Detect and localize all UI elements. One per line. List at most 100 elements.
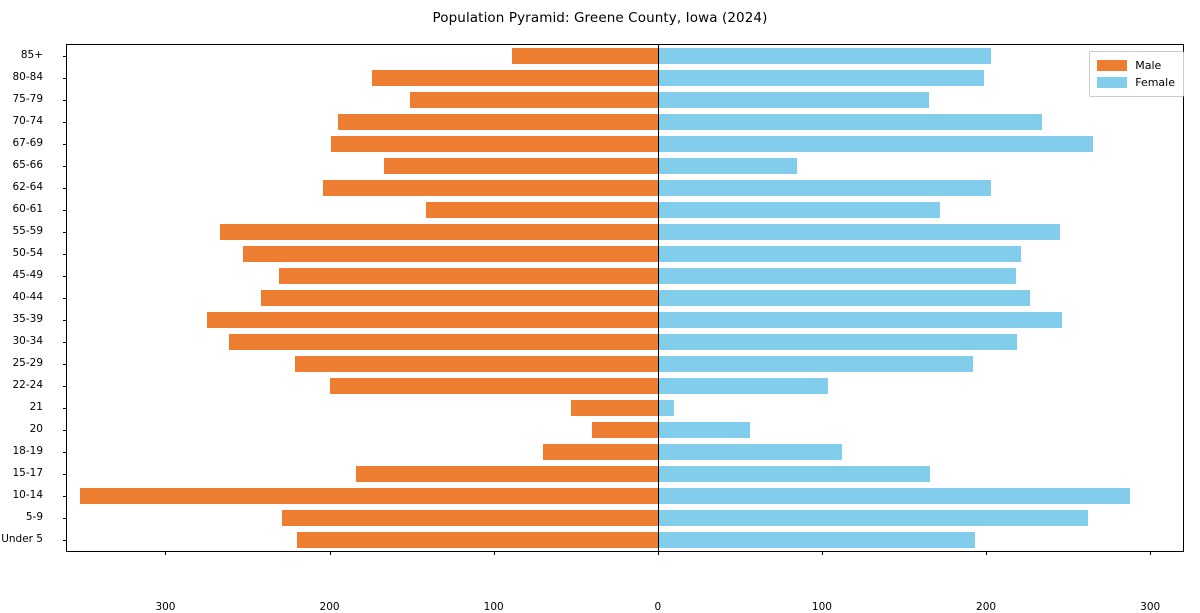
bar-female xyxy=(657,334,1018,350)
bar-row xyxy=(67,70,1183,86)
y-axis-tick-mark xyxy=(63,122,67,123)
bar-female xyxy=(657,158,798,174)
bar-female xyxy=(657,510,1088,526)
y-axis-tick-mark xyxy=(63,298,67,299)
bar-male xyxy=(206,312,658,328)
y-axis-tick-label: 5-9 xyxy=(25,511,43,523)
bar-male xyxy=(278,268,658,284)
x-axis-tick-label: 200 xyxy=(976,601,997,613)
bar-female xyxy=(657,444,842,460)
bar-row xyxy=(67,92,1183,108)
x-axis-tick-mark xyxy=(493,551,495,555)
bar-row xyxy=(67,268,1183,284)
bar-male xyxy=(383,158,658,174)
bar-male xyxy=(281,510,658,526)
bar-female xyxy=(657,48,991,64)
y-axis-tick-label: 10-14 xyxy=(12,489,43,501)
y-axis-tick-label: 40-44 xyxy=(12,291,43,303)
y-axis-tick-mark xyxy=(63,452,67,453)
x-axis-tick-label: 200 xyxy=(319,601,340,613)
y-axis-tick-mark xyxy=(63,342,67,343)
y-axis-tick-mark xyxy=(63,320,67,321)
bar-row xyxy=(67,136,1183,152)
bar-row xyxy=(67,488,1183,504)
bar-row xyxy=(67,246,1183,262)
bar-row xyxy=(67,378,1183,394)
x-axis-tick-mark xyxy=(1150,551,1152,555)
bar-female xyxy=(657,180,991,196)
y-axis-tick-mark xyxy=(63,188,67,189)
y-axis-tick-label: 80-84 xyxy=(12,71,43,83)
bar-row xyxy=(67,312,1183,328)
y-axis-tick-label: 75-79 xyxy=(12,93,43,105)
population-pyramid-figure: Population Pyramid: Greene County, Iowa … xyxy=(1,10,1184,613)
bar-male xyxy=(372,70,658,86)
y-axis-tick-mark xyxy=(63,56,67,57)
bar-male xyxy=(337,114,658,130)
y-axis-tick-mark xyxy=(63,364,67,365)
bar-male xyxy=(410,92,658,108)
bar-row xyxy=(67,466,1183,482)
bar-male xyxy=(296,532,658,548)
y-axis-tick-label: 55-59 xyxy=(12,225,43,237)
y-axis-tick-mark xyxy=(63,386,67,387)
y-axis-tick-label: 60-61 xyxy=(12,203,43,215)
legend-entry-female: Female xyxy=(1097,74,1175,91)
y-axis-tick-mark xyxy=(63,496,67,497)
bar-male xyxy=(511,48,658,64)
legend-swatch-male-icon xyxy=(1097,60,1128,71)
bar-row xyxy=(67,510,1183,526)
y-axis-tick-mark xyxy=(63,540,67,541)
x-axis-tick-mark xyxy=(821,551,823,555)
y-axis-tick-mark xyxy=(63,210,67,211)
legend-entry-male: Male xyxy=(1097,57,1175,74)
legend-label-female: Female xyxy=(1135,76,1175,89)
bar-female xyxy=(657,70,985,86)
y-axis-tick-label: 20 xyxy=(29,423,43,435)
x-axis-tick-label: 100 xyxy=(483,601,504,613)
bar-female xyxy=(657,488,1131,504)
bar-male xyxy=(323,180,658,196)
y-axis-tick-label: 62-64 xyxy=(12,181,43,193)
page-title: Population Pyramid: Greene County, Iowa … xyxy=(432,10,768,26)
plot-area: 85+ 80-84 75-79 70-74 67-69 65-66 62-64 60-61 55… xyxy=(1,44,1184,613)
bar-female xyxy=(657,532,975,548)
bar-male xyxy=(229,334,658,350)
x-axis-tick-mark xyxy=(165,551,167,555)
y-axis-tick-label: 50-54 xyxy=(12,247,43,259)
bar-row xyxy=(67,422,1183,438)
bar-male xyxy=(260,290,658,306)
bar-male xyxy=(329,378,658,394)
y-axis-tick-label: 18-19 xyxy=(12,445,43,457)
y-axis-tick-label: 65-66 xyxy=(12,159,43,171)
bar-female xyxy=(657,136,1093,152)
x-axis-tick-mark xyxy=(986,551,988,555)
x-axis-tick-label: 300 xyxy=(1140,601,1161,613)
bar-female xyxy=(657,466,931,482)
bar-female xyxy=(657,114,1042,130)
y-axis-tick-mark xyxy=(63,254,67,255)
bar-female xyxy=(657,290,1031,306)
y-axis-tick-mark xyxy=(63,100,67,101)
plot-inner xyxy=(67,45,1183,551)
bar-female xyxy=(657,378,829,394)
bar-female xyxy=(657,356,973,372)
bar-row xyxy=(67,290,1183,306)
legend-label-male: Male xyxy=(1135,59,1162,72)
bar-male xyxy=(592,422,658,438)
y-axis-tick-mark xyxy=(63,474,67,475)
y-axis-tick-mark xyxy=(63,408,67,409)
y-axis-tick-label: 30-34 xyxy=(12,335,43,347)
bar-row xyxy=(67,114,1183,130)
bar-male xyxy=(242,246,658,262)
bar-row xyxy=(67,334,1183,350)
x-axis-tick-mark xyxy=(657,551,659,555)
bar-row xyxy=(67,532,1183,548)
bar-male xyxy=(331,136,658,152)
y-axis-tick-label: 22-24 xyxy=(12,379,43,391)
bar-female xyxy=(657,246,1021,262)
bar-row xyxy=(67,444,1183,460)
y-axis-tick-label: Under 5 xyxy=(1,533,43,545)
legend-swatch-female-icon xyxy=(1097,77,1128,88)
bar-female xyxy=(657,312,1062,328)
